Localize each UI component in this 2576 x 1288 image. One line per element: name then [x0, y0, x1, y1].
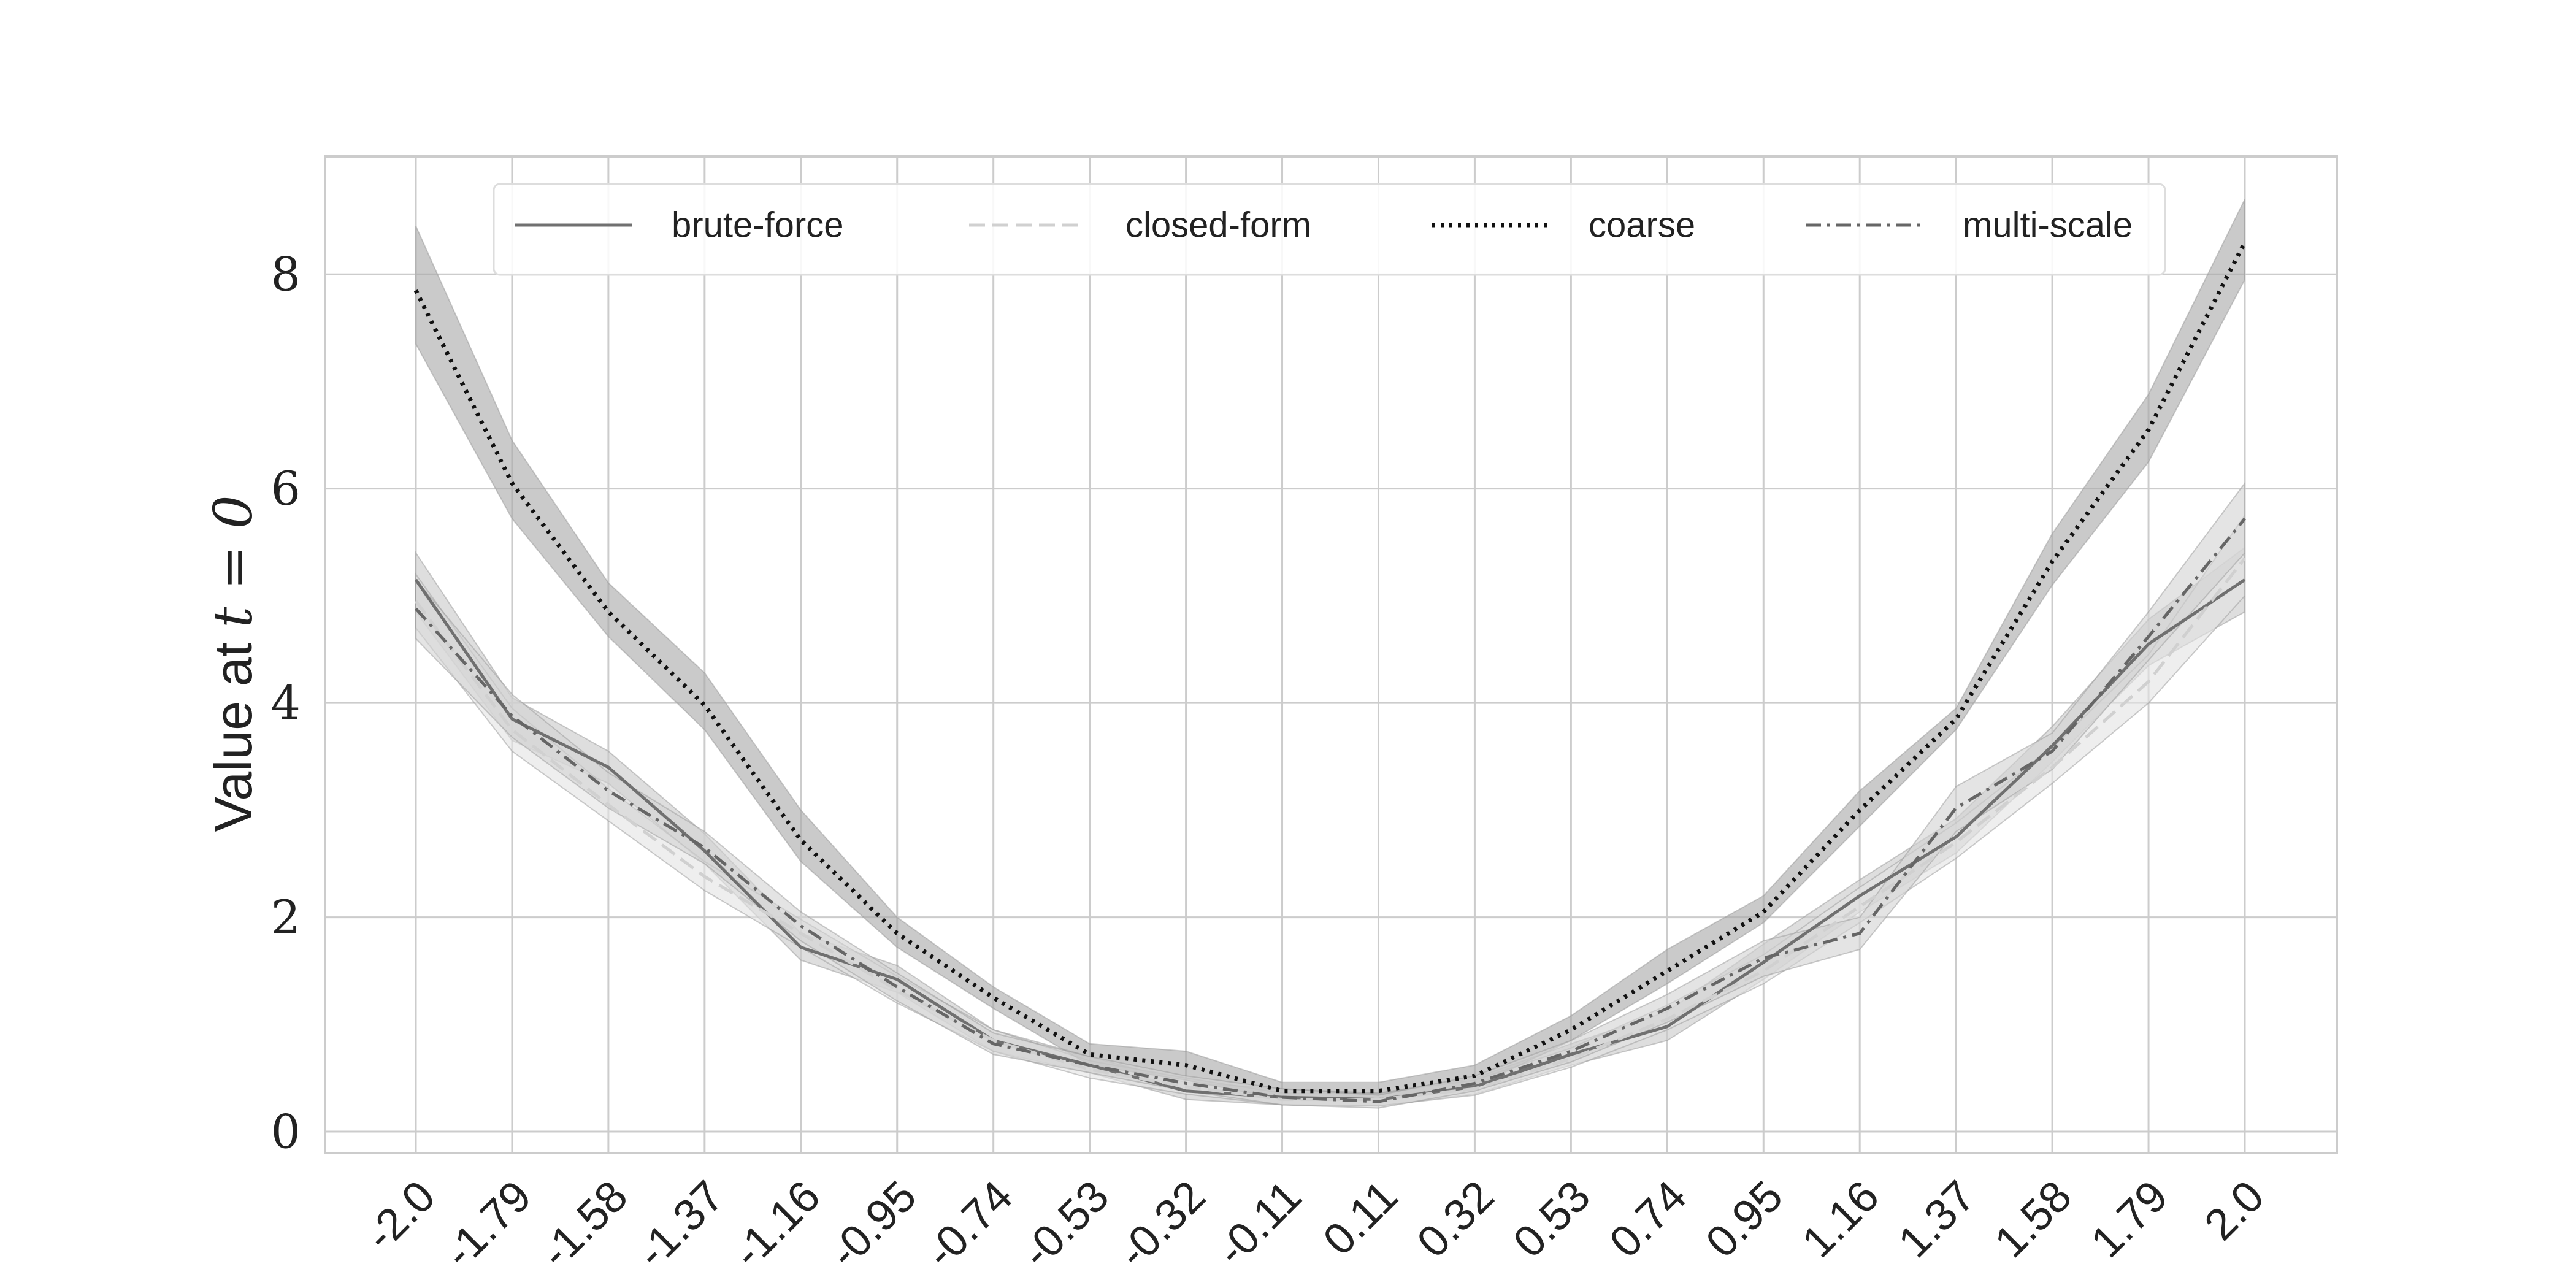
x-tick-label: -0.32: [1109, 1171, 1215, 1278]
y-tick-label: 6: [271, 461, 301, 516]
y-axis-label: Value at t = 0: [203, 495, 264, 832]
x-tick-label: -0.74: [916, 1171, 1022, 1278]
legend: brute-force closed-form coarse multi-scale: [493, 183, 2166, 276]
x-tick-label: -0.53: [1013, 1171, 1119, 1278]
legend-box: [493, 183, 2166, 276]
legend-label-multi-scale: multi-scale: [1963, 205, 2133, 245]
confidence-bands: [415, 199, 2245, 1109]
x-tick-label: 1.79: [2082, 1171, 2177, 1267]
x-tick-label: 0.74: [1600, 1171, 1696, 1267]
x-tick-label: 2.0: [2195, 1171, 2273, 1249]
x-tick-label: -0.95: [820, 1171, 926, 1278]
series-line-multi-scale: [415, 518, 2246, 1103]
x-tick-label: -1.16: [724, 1171, 830, 1278]
x-tick-label: -2.0: [356, 1171, 444, 1260]
x-tick-label: 1.16: [1793, 1171, 1888, 1267]
legend-label-brute-force: brute-force: [672, 205, 843, 245]
x-tick-label: 0.53: [1504, 1171, 1600, 1267]
y-tick-label: 2: [271, 890, 301, 945]
x-tick-label: -0.11: [1207, 1171, 1311, 1275]
y-tick-label: 4: [271, 676, 301, 730]
series-line-closed-form: [414, 557, 2246, 1102]
y-tick-labels: 0 2 4 6 8: [271, 247, 301, 1159]
confidence-band-coarse: [415, 199, 2245, 1100]
x-tick-label: 0.95: [1696, 1171, 1792, 1267]
y-tick-label: 8: [271, 247, 301, 302]
x-tick-label: 1.58: [1985, 1171, 2081, 1267]
x-tick-label: -1.37: [627, 1171, 734, 1278]
y-axis-label-math: t = 0: [203, 495, 264, 627]
y-tick-label: 0: [271, 1105, 301, 1159]
x-tick-label: -1.79: [435, 1171, 541, 1278]
series-lines: [413, 241, 2247, 1103]
legend-label-closed-form: closed-form: [1125, 205, 1311, 245]
x-tick-label: -1.58: [531, 1171, 637, 1278]
series-line-coarse: [413, 241, 2247, 1094]
x-tick-label: 1.37: [1889, 1171, 1985, 1267]
legend-label-coarse: coarse: [1589, 205, 1695, 245]
x-tick-labels: -2.0-1.79-1.58-1.37-1.16-0.95-0.74-0.53-…: [356, 1171, 2273, 1278]
y-axis-label-text: Value at: [204, 627, 263, 832]
confidence-band-multi-scale: [415, 481, 2245, 1109]
x-tick-label: 0.11: [1314, 1171, 1407, 1265]
plot-area-frame: [324, 155, 2338, 1154]
x-tick-label: 0.32: [1408, 1171, 1504, 1267]
